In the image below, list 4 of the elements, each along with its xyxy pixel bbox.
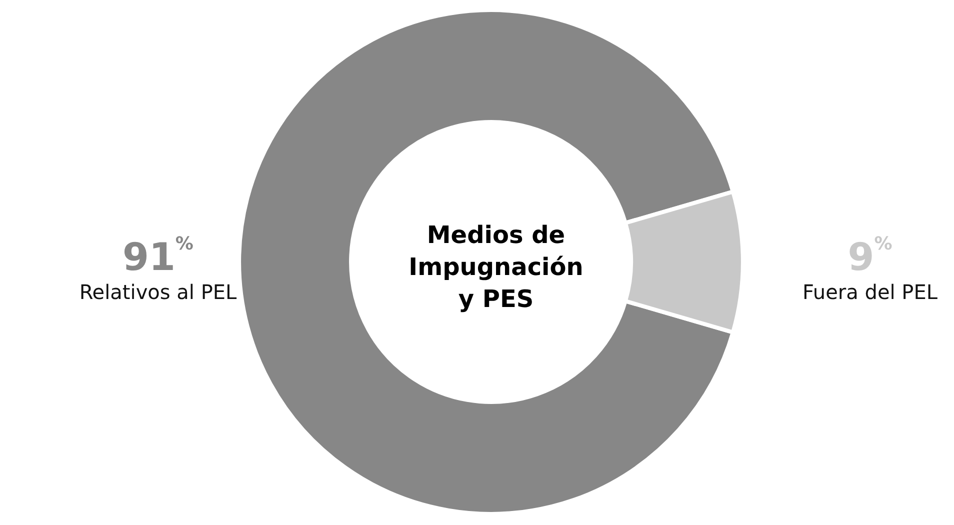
data-label: 91% — [122, 234, 194, 279]
slice-label: Relativos al PEL — [79, 280, 238, 304]
slice-label: Fuera del PEL — [802, 280, 938, 304]
text: Medios de Impugnación y PES — [408, 221, 584, 313]
